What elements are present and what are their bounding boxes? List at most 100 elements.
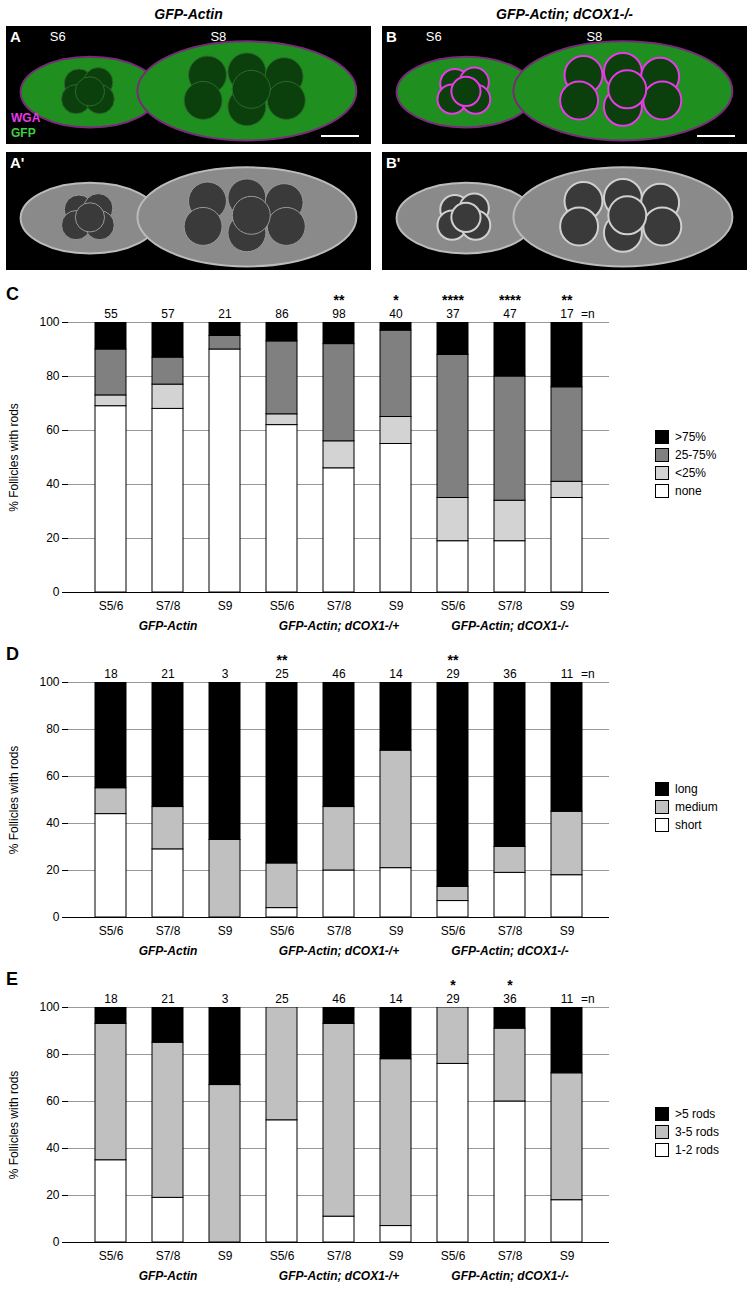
svg-text:S9: S9 bbox=[389, 1249, 404, 1263]
svg-text:GFP: GFP bbox=[11, 126, 36, 140]
svg-text:GFP-Actin; dCOX1-/-: GFP-Actin; dCOX1-/- bbox=[451, 1269, 568, 1283]
svg-text:0: 0 bbox=[53, 1235, 60, 1249]
svg-text:11: 11 bbox=[561, 667, 574, 681]
svg-text:40: 40 bbox=[46, 477, 60, 491]
svg-text:80: 80 bbox=[46, 722, 60, 736]
svg-text:% Follicles with rods: % Follicles with rods bbox=[7, 1071, 21, 1180]
svg-text:S5/6: S5/6 bbox=[441, 599, 466, 613]
svg-text:60: 60 bbox=[46, 769, 60, 783]
svg-text:40: 40 bbox=[46, 1141, 60, 1155]
svg-text:S9: S9 bbox=[560, 599, 575, 613]
svg-text:*: * bbox=[507, 977, 513, 993]
svg-text:*: * bbox=[393, 292, 399, 308]
svg-text:S5/6: S5/6 bbox=[99, 1249, 124, 1263]
svg-text:20: 20 bbox=[46, 531, 60, 545]
svg-text:S9: S9 bbox=[389, 924, 404, 938]
svg-text:S7/8: S7/8 bbox=[327, 1249, 352, 1263]
svg-text:S9: S9 bbox=[218, 1249, 233, 1263]
svg-text:GFP-Actin: GFP-Actin bbox=[139, 619, 198, 633]
svg-text:18: 18 bbox=[104, 667, 118, 681]
svg-text:****: **** bbox=[442, 292, 464, 308]
svg-text:40: 40 bbox=[389, 307, 403, 321]
svg-text:S7/8: S7/8 bbox=[498, 1249, 523, 1263]
svg-text:% Follicles with rods: % Follicles with rods bbox=[7, 403, 21, 512]
svg-text:100: 100 bbox=[39, 675, 59, 689]
svg-text:*: * bbox=[450, 977, 456, 993]
svg-text:S5/6: S5/6 bbox=[441, 924, 466, 938]
svg-text:21: 21 bbox=[218, 307, 232, 321]
svg-text:S9: S9 bbox=[218, 599, 233, 613]
svg-text:A': A' bbox=[10, 154, 24, 171]
svg-text:GFP-Actin: GFP-Actin bbox=[154, 6, 222, 22]
svg-text:47: 47 bbox=[503, 307, 517, 321]
svg-text:14: 14 bbox=[389, 667, 403, 681]
svg-text:46: 46 bbox=[332, 992, 346, 1006]
svg-text:S6: S6 bbox=[50, 29, 66, 44]
svg-text:GFP-Actin; dCOX1-/+: GFP-Actin; dCOX1-/+ bbox=[279, 944, 399, 958]
svg-text:S5/6: S5/6 bbox=[270, 599, 295, 613]
svg-text:S5/6: S5/6 bbox=[99, 599, 124, 613]
svg-text:S5/6: S5/6 bbox=[441, 1249, 466, 1263]
svg-text:S7/8: S7/8 bbox=[327, 599, 352, 613]
svg-text:11: 11 bbox=[561, 992, 574, 1006]
svg-text:29: 29 bbox=[446, 667, 460, 681]
svg-text:86: 86 bbox=[275, 307, 289, 321]
svg-text:=n: =n bbox=[581, 307, 595, 321]
svg-text:55: 55 bbox=[104, 307, 118, 321]
svg-text:=n: =n bbox=[581, 992, 595, 1006]
svg-text:60: 60 bbox=[46, 1094, 60, 1108]
svg-text:S5/6: S5/6 bbox=[270, 1249, 295, 1263]
svg-text:46: 46 bbox=[332, 667, 346, 681]
svg-text:GFP-Actin; dCOX1-/+: GFP-Actin; dCOX1-/+ bbox=[279, 619, 399, 633]
svg-text:% Follicles with rods: % Follicles with rods bbox=[7, 746, 21, 855]
svg-text:=n: =n bbox=[581, 667, 595, 681]
svg-text:B': B' bbox=[386, 154, 400, 171]
svg-text:S7/8: S7/8 bbox=[498, 924, 523, 938]
svg-text:37: 37 bbox=[446, 307, 460, 321]
svg-text:25: 25 bbox=[275, 992, 289, 1006]
svg-text:21: 21 bbox=[161, 992, 175, 1006]
svg-text:57: 57 bbox=[161, 307, 175, 321]
svg-text:29: 29 bbox=[446, 992, 460, 1006]
svg-text:**: ** bbox=[334, 292, 345, 308]
svg-text:18: 18 bbox=[104, 992, 118, 1006]
svg-text:S8: S8 bbox=[586, 29, 602, 44]
svg-text:S9: S9 bbox=[560, 1249, 575, 1263]
svg-text:20: 20 bbox=[46, 1188, 60, 1202]
svg-text:40: 40 bbox=[46, 816, 60, 830]
svg-text:21: 21 bbox=[161, 667, 175, 681]
svg-text:17: 17 bbox=[560, 307, 574, 321]
svg-text:80: 80 bbox=[46, 1047, 60, 1061]
svg-text:GFP-Actin: GFP-Actin bbox=[139, 1269, 198, 1283]
svg-text:S7/8: S7/8 bbox=[156, 1249, 181, 1263]
svg-text:80: 80 bbox=[46, 369, 60, 383]
svg-text:0: 0 bbox=[53, 585, 60, 599]
svg-text:S7/8: S7/8 bbox=[156, 599, 181, 613]
svg-text:****: **** bbox=[499, 292, 521, 308]
svg-text:36: 36 bbox=[503, 667, 517, 681]
svg-text:S5/6: S5/6 bbox=[270, 924, 295, 938]
svg-text:GFP-Actin; dCOX1-/+: GFP-Actin; dCOX1-/+ bbox=[279, 1269, 399, 1283]
svg-text:S7/8: S7/8 bbox=[498, 599, 523, 613]
svg-text:**: ** bbox=[448, 652, 459, 668]
svg-text:A: A bbox=[10, 28, 21, 45]
svg-text:**: ** bbox=[562, 292, 573, 308]
svg-text:S9: S9 bbox=[560, 924, 575, 938]
svg-text:S9: S9 bbox=[218, 924, 233, 938]
svg-text:GFP-Actin; dCOX1-/-: GFP-Actin; dCOX1-/- bbox=[451, 619, 568, 633]
svg-text:3: 3 bbox=[222, 992, 229, 1006]
svg-text:S8: S8 bbox=[210, 29, 226, 44]
svg-text:GFP-Actin; dCOX1-/-: GFP-Actin; dCOX1-/- bbox=[496, 6, 633, 22]
svg-text:B: B bbox=[386, 28, 397, 45]
svg-text:3: 3 bbox=[222, 667, 229, 681]
svg-text:WGA: WGA bbox=[11, 111, 41, 125]
svg-text:100: 100 bbox=[39, 315, 59, 329]
svg-text:98: 98 bbox=[332, 307, 346, 321]
svg-text:100: 100 bbox=[39, 1000, 59, 1014]
svg-text:36: 36 bbox=[503, 992, 517, 1006]
svg-text:14: 14 bbox=[389, 992, 403, 1006]
svg-text:S5/6: S5/6 bbox=[99, 924, 124, 938]
svg-text:0: 0 bbox=[53, 910, 60, 924]
svg-text:GFP-Actin; dCOX1-/-: GFP-Actin; dCOX1-/- bbox=[451, 944, 568, 958]
svg-text:S7/8: S7/8 bbox=[156, 924, 181, 938]
